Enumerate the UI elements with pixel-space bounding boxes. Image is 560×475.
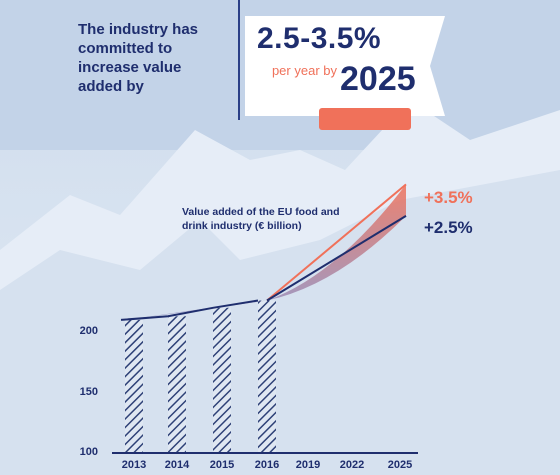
accent-bar <box>319 108 411 130</box>
x-tick-label: 2019 <box>295 459 321 471</box>
target-year: 2025 <box>340 60 416 98</box>
projection-band <box>127 184 406 320</box>
bar-2016 <box>258 300 276 453</box>
x-tick-label: 2013 <box>121 459 147 471</box>
x-tick-label: 2022 <box>339 459 365 471</box>
projection-line-high <box>266 183 407 302</box>
projection-line-low <box>266 214 407 302</box>
chart-title: Value added of the EU food and drink ind… <box>182 206 340 232</box>
y-tick-label: 200 <box>79 325 98 337</box>
commitment-flag: 2.5-3.5% per year by 2025 <box>245 16 445 130</box>
divider-line <box>238 0 240 120</box>
bar-2014 <box>168 316 186 453</box>
x-tick-label: 2015 <box>209 459 235 471</box>
y-tick-label: 100 <box>79 446 98 458</box>
flag-shape <box>245 16 445 116</box>
per-year-label: per year by <box>271 63 337 78</box>
projection-label-low: +2.5% <box>424 218 473 237</box>
x-tick-label: 2014 <box>164 459 190 471</box>
x-tick-label: 2025 <box>387 459 413 471</box>
headline: The industry has committed to increase v… <box>78 21 199 95</box>
trend-line <box>120 299 259 321</box>
y-tick-label: 150 <box>79 385 98 398</box>
projection-label-high: +3.5% <box>424 188 473 207</box>
growth-range: 2.5-3.5% <box>257 22 382 55</box>
bar-2015 <box>213 307 231 453</box>
bar-2013 <box>125 319 143 453</box>
x-tick-label: 2016 <box>254 459 280 471</box>
